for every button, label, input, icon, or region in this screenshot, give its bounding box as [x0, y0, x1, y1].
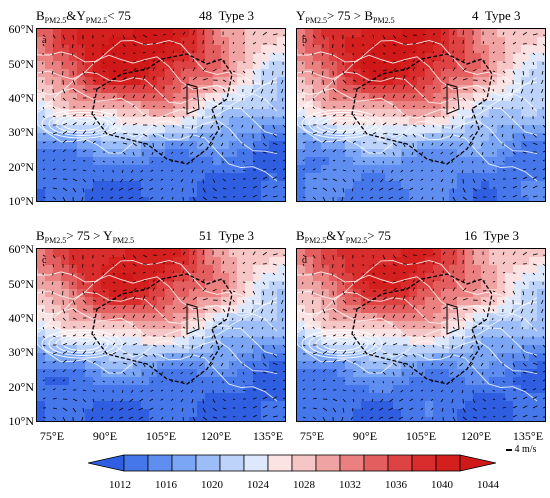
lat-label-top-30: 30°N [8, 125, 34, 139]
colorbar-label-1028: 1028 [293, 479, 315, 491]
panel-c-title: BPM2.5> 75 > YPM2.5 [36, 228, 135, 245]
lon-label-left-75: 75°E [39, 429, 65, 443]
panel-b-count: 4 Type 3 [472, 8, 521, 23]
lat-label-top-10: 10°N [8, 194, 34, 208]
panel-letter-b: b [302, 35, 307, 46]
lat-label-bottom-30: 30°N [8, 345, 34, 359]
colorbar-segment [147, 454, 173, 472]
colorbar-segment [171, 454, 197, 472]
colorbar-segment [411, 454, 437, 472]
lat-label-top-40: 40°N [8, 91, 34, 105]
lon-label-left-90: 90°E [92, 429, 118, 443]
pressure-field [297, 29, 545, 201]
panel-c-count: 51 Type 3 [199, 228, 255, 243]
lat-label-top-20: 20°N [8, 160, 34, 174]
colorbar-segment [459, 454, 496, 472]
panel-a-title: BPM2.5&YPM2.5< 75 [36, 8, 131, 25]
lon-label-left-120: 120°E [200, 429, 232, 443]
lon-label-right-135: 135°E [512, 429, 544, 443]
panel-letter-c: c [42, 255, 47, 266]
map-panel-a [36, 28, 286, 202]
map-panel-d [296, 248, 546, 422]
colorbar-segment [435, 454, 461, 472]
lon-label-right-105: 105°E [405, 429, 437, 443]
lat-label-bottom-60: 60°N [8, 242, 34, 256]
vector-key: 4 m/s [506, 445, 536, 455]
panel-letter-a: a [42, 35, 47, 46]
colorbar-segment [291, 454, 317, 472]
colorbar-label-1024: 1024 [247, 479, 269, 491]
lon-label-right-75: 75°E [299, 429, 325, 443]
lat-label-top-50: 50°N [8, 57, 34, 71]
colorbar-label-1016: 1016 [155, 479, 177, 491]
vector-key-arrow-icon [506, 448, 512, 451]
colorbar-label-1012: 1012 [109, 479, 131, 491]
colorbar-segment [219, 454, 245, 472]
colorbar-segment [339, 454, 365, 472]
pressure-field [297, 249, 545, 421]
colorbar-segment [243, 454, 269, 472]
panel-d-title: BPM2.5&YPM2.5> 75 [296, 228, 391, 245]
panel-a-count: 48 Type 3 [199, 8, 255, 23]
map-panel-b [296, 28, 546, 202]
pressure-field [37, 29, 285, 201]
panel-d-count: 16 Type 3 [464, 228, 520, 243]
lon-label-left-135: 135°E [252, 429, 284, 443]
lat-label-bottom-50: 50°N [8, 277, 34, 291]
colorbar-segment [363, 454, 389, 472]
lat-label-bottom-10: 10°N [8, 414, 34, 428]
colorbar-segment [195, 454, 221, 472]
map-panel-c [36, 248, 286, 422]
lat-label-bottom-20: 20°N [8, 380, 34, 394]
colorbar-segment [123, 454, 149, 472]
lon-label-right-120: 120°E [460, 429, 492, 443]
lat-label-top-60: 60°N [8, 22, 34, 36]
pressure-field [37, 249, 285, 421]
panel-letter-d: d [302, 255, 307, 266]
colorbar [88, 454, 496, 472]
lat-label-bottom-40: 40°N [8, 311, 34, 325]
colorbar-segment [315, 454, 341, 472]
vector-key-label: 4 m/s [514, 444, 537, 455]
panel-b-title: YPM2.5> 75 > BPM2.5 [296, 8, 395, 25]
lon-label-left-105: 105°E [145, 429, 177, 443]
colorbar-segment [387, 454, 413, 472]
colorbar-label-1020: 1020 [201, 479, 223, 491]
colorbar-label-1044: 1044 [477, 479, 499, 491]
colorbar-label-1040: 1040 [431, 479, 453, 491]
colorbar-segment [267, 454, 293, 472]
colorbar-label-1036: 1036 [385, 479, 407, 491]
lon-label-right-90: 90°E [352, 429, 378, 443]
colorbar-label-1032: 1032 [339, 479, 361, 491]
colorbar-segment [88, 454, 125, 472]
